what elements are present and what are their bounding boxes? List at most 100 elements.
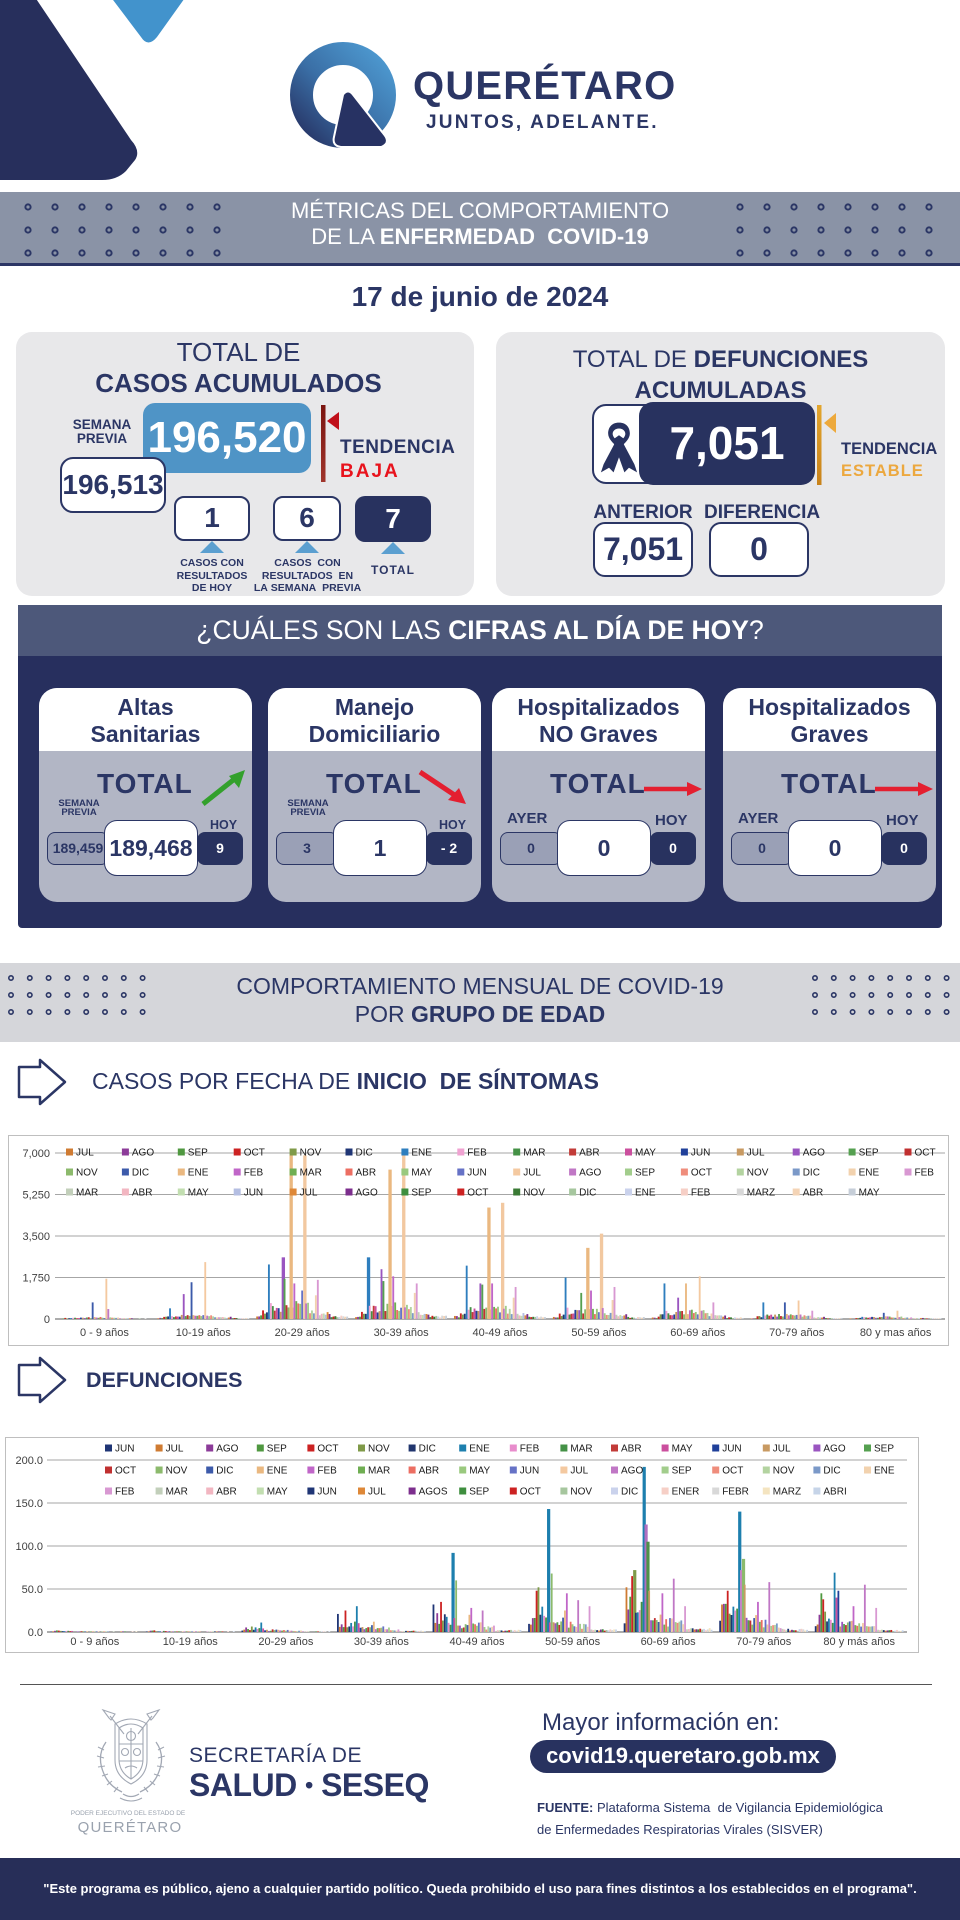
svg-text:FEB: FEB	[520, 1444, 540, 1455]
svg-text:FEB: FEB	[115, 1487, 135, 1498]
svg-text:AGO: AGO	[579, 1168, 601, 1179]
svg-text:ENE: ENE	[469, 1444, 490, 1455]
svg-text:20-29 años: 20-29 años	[275, 1327, 331, 1339]
svg-text:AGO: AGO	[823, 1444, 845, 1455]
svg-text:50-59 años: 50-59 años	[571, 1327, 627, 1339]
svg-text:SEP: SEP	[469, 1487, 489, 1498]
svg-text:ABR: ABR	[803, 1188, 824, 1199]
svg-text:ENE: ENE	[267, 1466, 288, 1477]
svg-text:AGO: AGO	[132, 1148, 154, 1159]
svg-text:JUL: JUL	[76, 1148, 94, 1159]
svg-text:40-49 años: 40-49 años	[472, 1327, 528, 1339]
svg-text:ENE: ENE	[859, 1168, 880, 1179]
svg-text:MAY: MAY	[635, 1148, 656, 1159]
svg-text:ABRI: ABRI	[823, 1487, 846, 1498]
svg-text:OCT: OCT	[317, 1444, 338, 1455]
svg-text:0 - 9 años: 0 - 9 años	[70, 1636, 119, 1648]
svg-text:DIC: DIC	[579, 1188, 596, 1199]
svg-text:SEP: SEP	[188, 1148, 208, 1159]
svg-text:NOV: NOV	[747, 1168, 769, 1179]
svg-text:JUN: JUN	[244, 1188, 263, 1199]
svg-text:QUERÉTARO: QUERÉTARO	[413, 63, 676, 108]
svg-text:MAR: MAR	[166, 1487, 188, 1498]
svg-text:AGO: AGO	[621, 1466, 643, 1477]
svg-text:ENE: ENE	[874, 1466, 895, 1477]
svg-text:FEB: FEB	[691, 1188, 711, 1199]
svg-text:OCT: OCT	[691, 1168, 712, 1179]
svg-text:MAY: MAY	[188, 1188, 209, 1199]
svg-text:SEP: SEP	[859, 1148, 879, 1159]
svg-text:OCT: OCT	[115, 1466, 136, 1477]
svg-text:JUL: JUL	[300, 1188, 318, 1199]
svg-text:20-29 años: 20-29 años	[258, 1636, 314, 1648]
svg-text:40-49 años: 40-49 años	[449, 1636, 505, 1648]
svg-text:MARZ: MARZ	[773, 1487, 801, 1498]
svg-text:150.0: 150.0	[15, 1498, 43, 1510]
svg-text:MAY: MAY	[267, 1487, 288, 1498]
svg-text:JUN: JUN	[317, 1487, 336, 1498]
svg-text:3,500: 3,500	[22, 1231, 50, 1243]
svg-text:70-79 años: 70-79 años	[736, 1636, 792, 1648]
svg-text:ABR: ABR	[216, 1487, 237, 1498]
svg-text:10-19 años: 10-19 años	[163, 1636, 219, 1648]
svg-text:ABR: ABR	[579, 1148, 600, 1159]
svg-text:DIC: DIC	[132, 1168, 149, 1179]
svg-text:ABR: ABR	[356, 1168, 377, 1179]
svg-text:FEB: FEB	[317, 1466, 337, 1477]
svg-text:5,250: 5,250	[22, 1190, 50, 1202]
svg-text:NOV: NOV	[523, 1188, 545, 1199]
svg-text:SEP: SEP	[411, 1188, 431, 1199]
svg-text:JUNTOS, ADELANTE.: JUNTOS, ADELANTE.	[426, 112, 659, 133]
svg-text:ENE: ENE	[188, 1168, 209, 1179]
svg-text:7,000: 7,000	[22, 1148, 50, 1160]
svg-text:80 y mas años: 80 y mas años	[860, 1327, 932, 1339]
svg-text:NOV: NOV	[570, 1487, 592, 1498]
svg-text:0: 0	[44, 1314, 50, 1326]
svg-text:AGOS: AGOS	[419, 1487, 448, 1498]
svg-text:JUL: JUL	[570, 1466, 588, 1477]
svg-text:JUL: JUL	[773, 1444, 791, 1455]
svg-text:DIC: DIC	[216, 1466, 233, 1477]
svg-text:50-59 años: 50-59 años	[545, 1636, 601, 1648]
svg-text:MAR: MAR	[76, 1188, 98, 1199]
svg-text:NOV: NOV	[76, 1168, 98, 1179]
svg-text:OCT: OCT	[915, 1148, 936, 1159]
svg-text:10-19 años: 10-19 años	[176, 1327, 232, 1339]
svg-text:50.0: 50.0	[22, 1584, 43, 1596]
svg-text:30-39 años: 30-39 años	[374, 1327, 430, 1339]
svg-text:MAR: MAR	[570, 1444, 592, 1455]
svg-text:0.0: 0.0	[28, 1627, 43, 1639]
svg-text:SEP: SEP	[267, 1444, 287, 1455]
svg-text:100.0: 100.0	[15, 1541, 43, 1553]
svg-text:AGO: AGO	[356, 1188, 378, 1199]
svg-text:DIC: DIC	[356, 1148, 373, 1159]
svg-text:FEB: FEB	[244, 1168, 264, 1179]
svg-text:NOV: NOV	[773, 1466, 795, 1477]
svg-text:SEP: SEP	[672, 1466, 692, 1477]
svg-text:JUL: JUL	[523, 1168, 541, 1179]
svg-text:JUN: JUN	[722, 1444, 741, 1455]
svg-text:200.0: 200.0	[15, 1455, 43, 1467]
svg-text:AGO: AGO	[803, 1148, 825, 1159]
svg-text:ABR: ABR	[419, 1466, 440, 1477]
svg-text:MAY: MAY	[411, 1168, 432, 1179]
svg-text:ABR: ABR	[621, 1444, 642, 1455]
svg-text:FEBR: FEBR	[722, 1487, 749, 1498]
svg-text:DIC: DIC	[803, 1168, 820, 1179]
svg-text:MAR: MAR	[523, 1148, 545, 1159]
svg-text:MAY: MAY	[859, 1188, 880, 1199]
svg-text:OCT: OCT	[244, 1148, 265, 1159]
svg-text:ENE: ENE	[635, 1188, 656, 1199]
svg-text:JUL: JUL	[368, 1487, 386, 1498]
svg-text:NOV: NOV	[166, 1466, 188, 1477]
svg-text:JUN: JUN	[520, 1466, 539, 1477]
svg-text:OCT: OCT	[467, 1188, 488, 1199]
svg-text:80 y más años: 80 y más años	[823, 1636, 895, 1648]
svg-text:MAR: MAR	[368, 1466, 390, 1477]
svg-text:MAY: MAY	[672, 1444, 693, 1455]
svg-text:DIC: DIC	[823, 1466, 840, 1477]
svg-text:JUL: JUL	[747, 1148, 765, 1159]
svg-text:30-39 años: 30-39 años	[354, 1636, 410, 1648]
svg-text:FEB: FEB	[915, 1168, 935, 1179]
svg-text:JUN: JUN	[115, 1444, 134, 1455]
